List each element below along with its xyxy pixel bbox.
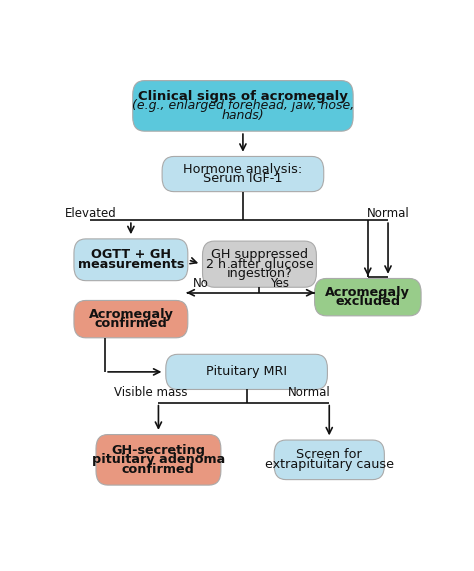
- Text: (e.g., enlarged forehead, jaw, nose,: (e.g., enlarged forehead, jaw, nose,: [132, 99, 354, 112]
- Text: GH suppressed: GH suppressed: [211, 248, 308, 261]
- Text: Normal: Normal: [367, 207, 410, 220]
- Text: ingestion?: ingestion?: [227, 267, 292, 280]
- FancyBboxPatch shape: [74, 300, 188, 338]
- Text: Visible mass: Visible mass: [114, 386, 188, 399]
- FancyBboxPatch shape: [166, 354, 328, 389]
- FancyBboxPatch shape: [274, 440, 384, 480]
- Text: pituitary adenoma: pituitary adenoma: [92, 453, 225, 467]
- FancyBboxPatch shape: [96, 435, 221, 485]
- Text: Screen for: Screen for: [296, 448, 362, 461]
- FancyBboxPatch shape: [315, 279, 421, 316]
- Text: Acromegaly: Acromegaly: [89, 308, 173, 321]
- Text: Pituitary MRI: Pituitary MRI: [206, 365, 287, 379]
- FancyBboxPatch shape: [162, 156, 324, 192]
- Text: GH-secreting: GH-secreting: [111, 444, 205, 457]
- Text: Serum IGF-1: Serum IGF-1: [203, 172, 283, 186]
- Text: 2 h after glucose: 2 h after glucose: [206, 258, 313, 271]
- Text: Acromegaly: Acromegaly: [325, 286, 410, 299]
- Text: confirmed: confirmed: [94, 317, 167, 331]
- Text: Yes: Yes: [270, 277, 289, 290]
- Text: Hormone analysis:: Hormone analysis:: [183, 163, 302, 176]
- Text: OGTT + GH: OGTT + GH: [91, 248, 171, 262]
- Text: excluded: excluded: [335, 295, 401, 308]
- Text: No: No: [193, 277, 209, 290]
- FancyBboxPatch shape: [133, 81, 353, 131]
- Text: measurements: measurements: [78, 258, 184, 271]
- FancyBboxPatch shape: [74, 239, 188, 281]
- FancyBboxPatch shape: [202, 241, 316, 287]
- Text: confirmed: confirmed: [122, 463, 195, 476]
- Text: Clinical signs of acromegaly: Clinical signs of acromegaly: [138, 90, 348, 103]
- Text: hands): hands): [222, 109, 264, 122]
- Text: Elevated: Elevated: [64, 207, 116, 220]
- Text: Normal: Normal: [288, 386, 330, 399]
- Text: extrapituitary cause: extrapituitary cause: [265, 458, 394, 471]
